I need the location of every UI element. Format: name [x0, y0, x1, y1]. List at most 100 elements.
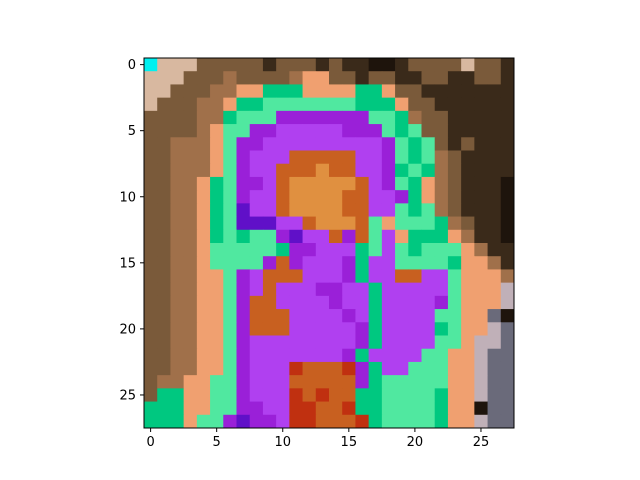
heatmap-cell — [381, 229, 396, 244]
heatmap-cell — [355, 388, 370, 402]
heatmap-cell — [289, 110, 303, 125]
heatmap-cell — [289, 84, 303, 99]
heatmap-cell — [196, 388, 211, 402]
heatmap-cell — [329, 150, 343, 165]
heatmap-cell — [395, 335, 409, 350]
heatmap-cell — [500, 137, 515, 151]
heatmap-cell — [276, 71, 290, 85]
heatmap-cell — [461, 401, 475, 416]
heatmap-cell — [223, 124, 237, 138]
heatmap-cell — [262, 124, 277, 138]
heatmap-cell — [157, 309, 171, 323]
heatmap-cell — [342, 361, 356, 376]
heatmap-cell — [223, 243, 237, 257]
heatmap-cell — [289, 71, 303, 85]
heatmap-cell — [487, 137, 502, 151]
heatmap-cell — [447, 163, 462, 178]
heatmap-cell — [408, 71, 422, 85]
heatmap-cell — [289, 322, 303, 336]
heatmap-cell — [395, 243, 409, 257]
heatmap-cell — [223, 71, 237, 85]
heatmap-cell — [183, 243, 198, 257]
heatmap-cell — [487, 414, 502, 429]
heatmap-cell — [196, 58, 211, 72]
heatmap-cell — [170, 256, 185, 270]
heatmap-cell — [276, 190, 290, 204]
heatmap-cell — [262, 216, 277, 231]
heatmap-cell — [315, 295, 330, 310]
heatmap-cell — [223, 269, 237, 284]
heatmap-cell — [487, 335, 502, 350]
heatmap-cell — [144, 375, 158, 389]
heatmap-cell — [381, 71, 396, 85]
heatmap-cell — [461, 71, 475, 85]
heatmap-cell — [487, 176, 502, 191]
heatmap-cell — [157, 361, 171, 376]
heatmap-cell — [315, 150, 330, 165]
heatmap-cell — [342, 110, 356, 125]
heatmap-cell — [500, 243, 515, 257]
heatmap-cell — [408, 97, 422, 112]
heatmap-cell — [408, 322, 422, 336]
heatmap-cell — [447, 71, 462, 85]
heatmap-cell — [329, 163, 343, 178]
heatmap-cell — [355, 190, 370, 204]
heatmap-cell — [289, 361, 303, 376]
heatmap-cell — [249, 295, 264, 310]
heatmap-cell — [329, 124, 343, 138]
heatmap-cell — [461, 309, 475, 323]
heatmap-cell — [157, 282, 171, 297]
heatmap-cell — [144, 269, 158, 284]
heatmap-cell — [210, 295, 224, 310]
heatmap-cell — [249, 348, 264, 363]
heatmap-cell — [170, 97, 185, 112]
heatmap-cell — [289, 97, 303, 112]
heatmap-cell — [170, 71, 185, 85]
heatmap-cell — [421, 243, 436, 257]
heatmap-cell — [500, 97, 515, 112]
heatmap-cell — [355, 203, 370, 217]
heatmap-cell — [302, 282, 317, 297]
heatmap-cell — [434, 137, 449, 151]
heatmap-cell — [395, 282, 409, 297]
heatmap-cell — [381, 401, 396, 416]
heatmap-cell — [368, 71, 383, 85]
heatmap-cell — [355, 322, 370, 336]
heatmap-cell — [474, 229, 488, 244]
heatmap-cell — [500, 322, 515, 336]
heatmap-cell — [461, 361, 475, 376]
heatmap-cell — [408, 216, 422, 231]
heatmap-cell — [236, 97, 251, 112]
heatmap-cell — [329, 243, 343, 257]
heatmap-cell — [249, 243, 264, 257]
heatmap-cell — [236, 176, 251, 191]
heatmap-cell — [183, 150, 198, 165]
heatmap-cell — [210, 84, 224, 99]
heatmap-cell — [183, 190, 198, 204]
y-tick-label: 20 — [119, 322, 136, 337]
heatmap-cell — [183, 84, 198, 99]
heatmap-cell — [434, 256, 449, 270]
heatmap-cell — [196, 124, 211, 138]
heatmap-cell — [157, 348, 171, 363]
heatmap-cell — [223, 309, 237, 323]
heatmap-cell — [395, 124, 409, 138]
heatmap-cell — [249, 190, 264, 204]
heatmap-cell — [329, 309, 343, 323]
heatmap-cell — [183, 309, 198, 323]
heatmap-cell — [408, 375, 422, 389]
heatmap-cell — [421, 110, 436, 125]
heatmap-cell — [434, 110, 449, 125]
heatmap-cell — [249, 401, 264, 416]
heatmap-cell — [395, 203, 409, 217]
heatmap-cell — [302, 150, 317, 165]
heatmap-cell — [342, 269, 356, 284]
heatmap-cell — [447, 401, 462, 416]
heatmap-cell — [157, 335, 171, 350]
heatmap-cell — [368, 322, 383, 336]
heatmap-cell — [447, 335, 462, 350]
heatmap-cell — [500, 110, 515, 125]
heatmap-cell — [474, 414, 488, 429]
heatmap-cell — [342, 190, 356, 204]
heatmap-cell — [355, 84, 370, 99]
